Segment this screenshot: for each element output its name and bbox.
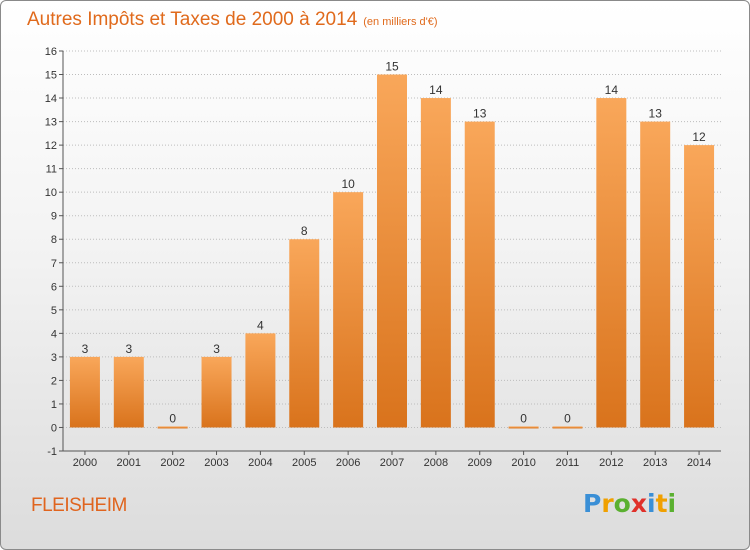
y-tick-label: 0	[51, 422, 57, 434]
bar-value-label: 0	[520, 411, 527, 425]
logo-letter: i	[647, 489, 656, 518]
bar-value-label: 14	[605, 83, 619, 97]
bar	[157, 426, 188, 429]
bar-value-label: 10	[341, 177, 355, 191]
x-tick-label: 2004	[248, 457, 272, 469]
x-tick-label: 2014	[687, 457, 711, 469]
chart-title: Autres Impôts et Taxes de 2000 à 2014	[27, 9, 358, 30]
bar	[201, 356, 232, 428]
bar-value-label: 12	[692, 130, 706, 144]
bar	[684, 145, 715, 428]
logo-letter: t	[655, 489, 668, 518]
y-tick-label: 10	[45, 187, 57, 199]
bar	[377, 74, 407, 428]
x-tick-label: 2011	[556, 457, 580, 469]
y-tick-label: 14	[45, 93, 57, 105]
y-tick-label: 13	[45, 117, 57, 129]
x-tick-label: 2009	[467, 457, 491, 469]
logo-letter: r	[601, 489, 614, 518]
x-tick-label: 2010	[511, 457, 535, 469]
bar	[289, 239, 320, 428]
bar-value-label: 13	[473, 107, 487, 121]
bar	[69, 356, 100, 428]
x-tick-label: 2006	[336, 457, 360, 469]
y-tick-label: 16	[45, 46, 57, 58]
commune-name: FLEISHEIM	[31, 495, 127, 516]
bar	[596, 98, 627, 428]
bar-value-label: 13	[649, 107, 663, 121]
bar	[245, 333, 276, 428]
x-tick-label: 2001	[117, 457, 141, 469]
y-tick-label: 12	[45, 140, 57, 152]
bar	[464, 121, 495, 428]
x-tick-label: 2008	[424, 457, 448, 469]
logo-letter: o	[613, 489, 631, 518]
bar-value-label: 14	[429, 83, 443, 97]
y-tick-label: 4	[51, 328, 57, 340]
x-tick-label: 2013	[643, 457, 667, 469]
bar-value-label: 15	[385, 60, 399, 74]
y-tick-label: 15	[45, 70, 57, 82]
x-tick-label: 2007	[380, 457, 404, 469]
bar-value-label: 0	[564, 411, 571, 425]
bar-layer	[69, 74, 715, 429]
bar	[420, 98, 451, 428]
bar	[552, 426, 583, 429]
bar	[508, 426, 539, 429]
y-tick-label: 2	[51, 375, 57, 387]
y-tick-label: -1	[47, 446, 57, 458]
y-tick-label: 6	[51, 281, 57, 293]
x-tick-label: 2012	[599, 457, 623, 469]
y-tick-label: 1	[51, 399, 57, 411]
y-tick-label: 3	[51, 352, 57, 364]
chart-subtitle: (en milliers d'€)	[363, 16, 438, 28]
logo-letter: i	[667, 489, 677, 518]
bar-value-label: 4	[257, 318, 264, 332]
logo-letter: x	[630, 489, 647, 518]
bar	[113, 356, 144, 428]
y-tick-label: 11	[46, 164, 57, 176]
bar-value-label: 3	[125, 342, 132, 356]
x-tick-label: 2000	[73, 457, 97, 469]
bar-value-label: 8	[301, 224, 308, 238]
x-tick-label: 2003	[204, 457, 228, 469]
bar-value-label: 0	[169, 411, 176, 425]
y-tick-label: 9	[51, 211, 57, 223]
x-tick-label: 2002	[160, 457, 184, 469]
bar-value-label: 3	[82, 342, 89, 356]
x-tick-label: 2005	[292, 457, 316, 469]
bar-value-label: 3	[213, 342, 220, 356]
bar	[640, 121, 671, 428]
y-tick-label: 7	[51, 258, 57, 270]
y-tick-label: 5	[51, 305, 57, 317]
logo-letter: P	[583, 489, 602, 518]
proxiti-logo: Proxiti	[583, 489, 676, 518]
label-layer: 3 3 0 3 4 8 10 15 14 13 0 0 14 13 12	[82, 60, 706, 426]
bar	[333, 192, 364, 428]
y-tick-label: 8	[51, 234, 57, 246]
chart-title-row: Autres Impôts et Taxes de 2000 à 2014 (en…	[27, 9, 438, 31]
